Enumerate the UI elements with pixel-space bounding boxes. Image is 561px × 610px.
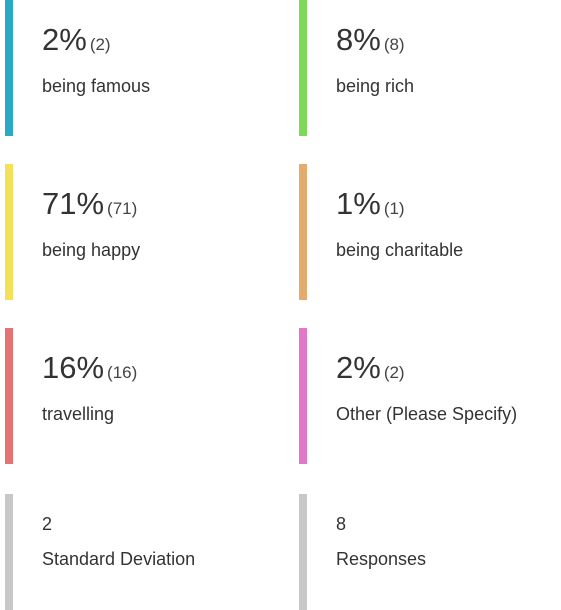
color-bar [5, 328, 13, 464]
count: (1) [383, 199, 405, 218]
stat-card: 8 Responses [299, 0, 561, 610]
result-value: 8% (8) [336, 22, 405, 58]
result-value: 2% (2) [336, 350, 405, 386]
result-card: 1% (1) being charitable [299, 164, 561, 300]
result-card: 71% (71) being happy [5, 164, 267, 300]
percent: 71% [42, 186, 105, 221]
stat-value: 2 [42, 514, 53, 534]
percent: 8% [336, 22, 381, 57]
count: (8) [383, 35, 405, 54]
percent: 16% [42, 350, 105, 385]
option-label: being famous [42, 76, 151, 96]
count: (2) [383, 363, 405, 382]
result-card: 16% (16) travelling [5, 328, 267, 464]
option-label: being charitable [336, 240, 464, 260]
percent: 2% [336, 350, 381, 385]
result-card: 2% (2) Other (Please Specify) [299, 328, 561, 464]
result-card: 2% (2) being famous [5, 0, 267, 136]
option-label: Other (Please Specify) [336, 404, 518, 424]
result-value: 16% (16) [42, 350, 137, 386]
percent: 1% [336, 186, 381, 221]
count: (16) [107, 363, 138, 382]
color-bar [5, 494, 13, 610]
result-value: 2% (2) [42, 22, 111, 58]
option-label: being rich [336, 76, 415, 96]
option-label: travelling [42, 404, 115, 424]
stat-label: Standard Deviation [42, 549, 196, 569]
color-bar [299, 328, 307, 464]
color-bar [299, 164, 307, 300]
option-label: being happy [42, 240, 141, 260]
result-value: 71% (71) [42, 186, 137, 222]
count: (71) [107, 199, 138, 218]
color-bar [299, 0, 307, 136]
color-bar [5, 0, 13, 136]
stat-label: Responses [336, 549, 427, 569]
percent: 2% [42, 22, 87, 57]
result-card: 8% (8) being rich [299, 0, 561, 136]
color-bar [5, 164, 13, 300]
result-value: 1% (1) [336, 186, 405, 222]
color-bar [299, 494, 307, 610]
stat-value: 8 [336, 514, 347, 534]
stat-card: 2 Standard Deviation [5, 0, 267, 610]
count: (2) [89, 35, 111, 54]
